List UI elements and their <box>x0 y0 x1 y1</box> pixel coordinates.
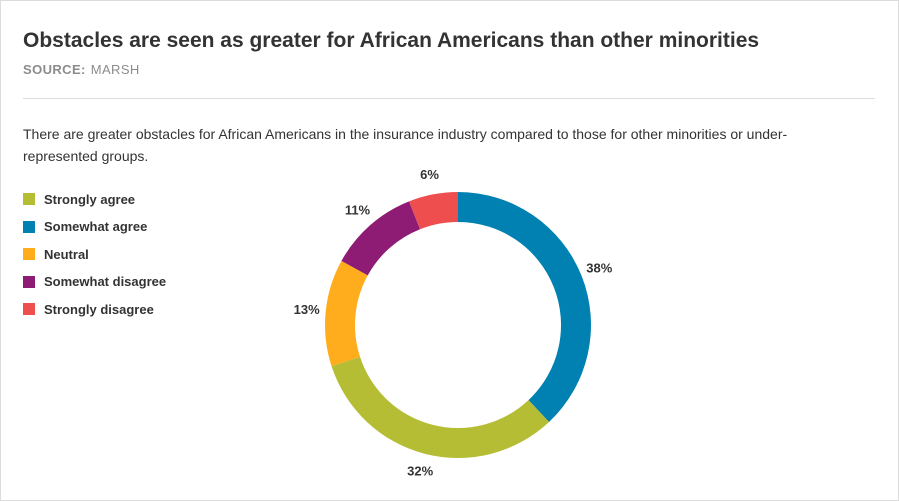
slice-label-neutral: 13% <box>294 302 320 317</box>
legend-swatch <box>23 303 35 316</box>
chart-legend: Strongly agree Somewhat agree Neutral So… <box>23 190 166 328</box>
chart-title: Obstacles are seen as greater for Africa… <box>23 29 760 52</box>
legend-swatch <box>23 193 35 205</box>
header-divider <box>23 98 875 99</box>
legend-label: Somewhat disagree <box>44 274 167 290</box>
legend-item-somewhat-agree[interactable]: Somewhat agree <box>23 218 166 236</box>
legend-item-strongly-agree[interactable]: Strongly agree <box>23 190 166 208</box>
legend-label: Neutral <box>44 246 89 262</box>
source-value: MARSH <box>90 62 140 77</box>
legend-item-neutral[interactable]: Neutral <box>23 245 166 263</box>
legend-label: Strongly disagree <box>44 301 154 317</box>
legend-swatch <box>23 220 35 233</box>
legend-swatch <box>23 248 35 261</box>
legend-label: Somewhat agree <box>44 219 148 235</box>
slice-label-somewhat-disagree: 11% <box>345 202 371 217</box>
donut-slice-neutral[interactable] <box>325 260 368 367</box>
chart-subtitle: There are greater obstacles for African … <box>23 126 788 164</box>
chart-source: SOURCE: MARSH <box>23 62 140 77</box>
source-label: SOURCE: <box>23 62 86 77</box>
legend-label: Strongly agree <box>44 191 136 207</box>
donut-slice-strongly-agree[interactable] <box>331 356 550 458</box>
donut-slice-strongly-disagree[interactable] <box>409 192 458 230</box>
legend-item-somewhat-disagree[interactable]: Somewhat disagree <box>23 273 166 291</box>
legend-swatch <box>23 275 35 288</box>
donut-slice-somewhat-agree[interactable] <box>458 192 591 422</box>
slice-label-somewhat-agree: 38% <box>586 260 612 275</box>
legend-item-strongly-disagree[interactable]: Strongly disagree <box>23 300 166 318</box>
slice-label-strongly-agree: 32% <box>407 464 433 479</box>
donut-slice-somewhat-disagree[interactable] <box>341 201 421 276</box>
slice-label-strongly-disagree: 6% <box>420 167 439 182</box>
